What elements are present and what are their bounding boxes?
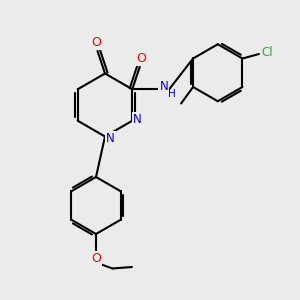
Text: N: N	[133, 113, 142, 126]
Text: O: O	[91, 252, 101, 265]
Text: H: H	[168, 89, 176, 99]
Text: O: O	[136, 52, 146, 65]
Text: Cl: Cl	[262, 46, 273, 59]
Text: N: N	[159, 80, 168, 93]
Text: O: O	[91, 36, 101, 49]
Text: N: N	[106, 131, 115, 145]
